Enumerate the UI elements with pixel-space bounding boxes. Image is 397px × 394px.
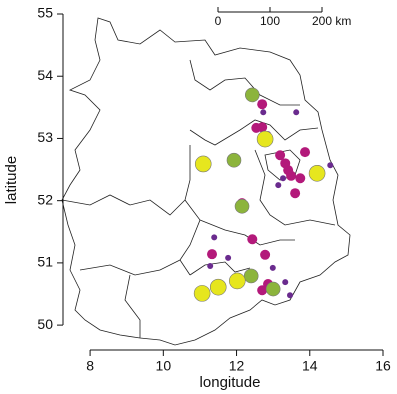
point	[286, 170, 297, 181]
point	[308, 164, 326, 182]
point	[247, 234, 258, 245]
point	[243, 268, 259, 284]
point	[194, 155, 212, 173]
point	[211, 234, 218, 241]
y-tick-label: 51	[37, 254, 53, 270]
y-tick-label: 50	[37, 316, 53, 332]
point	[209, 278, 227, 296]
point	[244, 87, 260, 103]
point	[228, 272, 246, 290]
point	[207, 263, 214, 269]
x-tick-label: 10	[156, 358, 172, 374]
x-tick-label: 14	[302, 358, 318, 374]
y-tick-label: 55	[37, 5, 53, 21]
y-tick-label: 52	[37, 191, 53, 207]
point	[225, 254, 232, 261]
point	[256, 130, 274, 148]
point	[290, 188, 301, 199]
scale-label: 0	[215, 14, 222, 28]
point	[260, 109, 267, 116]
y-tick-label: 54	[37, 67, 53, 83]
y-axis-label: latitude	[3, 156, 20, 204]
point	[226, 152, 242, 168]
point	[280, 175, 287, 182]
point	[275, 150, 286, 161]
point	[265, 281, 281, 297]
point	[269, 264, 276, 271]
x-axis-label: longitude	[200, 374, 261, 391]
point	[275, 182, 282, 189]
scale-label: 100	[260, 14, 280, 28]
point	[257, 122, 268, 133]
point	[207, 249, 218, 260]
x-tick-label: 16	[375, 358, 391, 374]
scale-label: 200 km	[312, 14, 351, 28]
point	[293, 109, 300, 116]
point	[257, 99, 268, 110]
x-tick-label: 8	[86, 358, 94, 374]
point	[300, 147, 311, 158]
point	[327, 162, 334, 169]
point	[234, 198, 250, 214]
point	[282, 279, 289, 286]
point	[257, 285, 268, 296]
point	[287, 292, 294, 299]
point	[193, 285, 211, 302]
y-tick-label: 53	[37, 129, 53, 145]
x-tick-label: 12	[229, 358, 245, 374]
point	[260, 249, 271, 260]
point	[295, 173, 306, 184]
